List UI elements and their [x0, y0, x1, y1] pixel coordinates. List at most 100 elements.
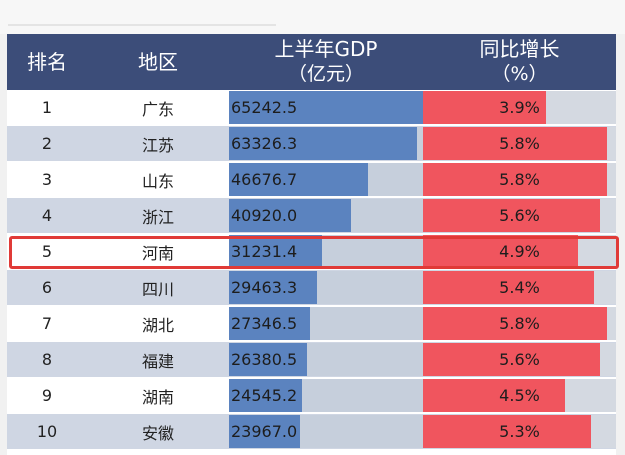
header-region: 地区: [87, 34, 229, 90]
gdp-bar: [229, 379, 302, 412]
gdp-bar-track: 29463.3: [229, 271, 423, 304]
region-cell: 广东: [141, 99, 174, 119]
growth-bar: [423, 307, 607, 340]
gdp-bar-track: 31231.4: [229, 235, 423, 268]
rank-cell: 3: [41, 170, 53, 189]
growth-bar: [423, 379, 566, 412]
gdp-bar-track: 27346.5: [229, 307, 423, 340]
growth-value-label: 4.5%: [499, 386, 540, 405]
growth-bar-track: 5.8%: [423, 163, 616, 196]
growth-bar-track: 4.5%: [423, 379, 616, 412]
growth-bar-track: 5.8%: [423, 307, 616, 340]
gdp-bar: [229, 415, 301, 448]
rank-cell: 9: [41, 386, 53, 405]
growth-bar-track: 4.9%: [423, 235, 616, 268]
region-cell: 浙江: [141, 207, 174, 227]
header-rank: 排名: [7, 34, 87, 90]
gdp-bar: [229, 127, 418, 160]
top-strip: [0, 0, 625, 34]
header-gdp-unit: （亿元）: [287, 63, 364, 85]
gdp-bar: [229, 271, 317, 304]
rank-cell: 1: [41, 98, 53, 117]
growth-bar: [423, 343, 601, 376]
gdp-bar: [229, 163, 368, 196]
growth-bar-track: 5.8%: [423, 127, 616, 160]
region-cell: 湖南: [141, 387, 174, 407]
region-cell: 湖北: [141, 315, 174, 335]
growth-value-label: 4.9%: [499, 242, 540, 261]
growth-value-label: 5.6%: [499, 350, 540, 369]
header-rank-label: 排名: [27, 49, 67, 74]
region-cell: 河南: [141, 243, 174, 263]
growth-value-label: 5.8%: [499, 134, 540, 153]
growth-bar: [423, 127, 607, 160]
gdp-bar-track: 46676.7: [229, 163, 423, 196]
header-gdp: 上半年GDP （亿元）: [229, 34, 423, 90]
growth-bar: [423, 271, 594, 304]
gdp-value-label: 31231.4: [231, 242, 298, 261]
gdp-bar: [229, 307, 311, 340]
table-row: 3 山东 46676.7 5.8%: [7, 162, 616, 197]
table-header: 排名 地区 上半年GDP （亿元） 同比增长 （%）: [7, 34, 616, 90]
growth-bar-track: 5.6%: [423, 199, 616, 232]
gdp-ranking-table: 排名 地区 上半年GDP （亿元） 同比增长 （%） 1 广东 65242.5 3.9…: [7, 34, 616, 455]
top-divider: [8, 24, 276, 26]
growth-bar-track: 5.3%: [423, 415, 616, 448]
growth-value-label: 5.8%: [499, 170, 540, 189]
growth-bar-track: 3.9%: [423, 91, 616, 124]
header-growth: 同比增长 （%）: [423, 34, 616, 90]
rank-cell: 8: [41, 350, 53, 369]
growth-value-label: 3.9%: [499, 98, 540, 117]
gdp-bar: [229, 91, 423, 124]
table-row: 9 湖南 24545.2 4.5%: [7, 378, 616, 413]
header-growth-unit: （%）: [491, 63, 548, 85]
gdp-bar: [229, 199, 351, 232]
table-row: 2 江苏 63326.3 5.8%: [7, 126, 616, 161]
region-cell: 江苏: [141, 135, 174, 155]
region-cell: 山东: [141, 171, 174, 191]
growth-bar: [423, 163, 607, 196]
region-cell: 福建: [141, 351, 174, 371]
growth-value-label: 5.6%: [499, 206, 540, 225]
gdp-bar-track: 26380.5: [229, 343, 423, 376]
growth-bar-track: 5.4%: [423, 271, 616, 304]
gdp-value-label: 46676.7: [231, 170, 298, 189]
region-cell: 四川: [141, 279, 174, 299]
growth-bar: [423, 199, 601, 232]
table-row: 10 安徽 23967.0 5.3%: [7, 414, 616, 449]
rank-cell: 7: [41, 314, 53, 333]
table-row: 1 广东 65242.5 3.9%: [7, 90, 616, 125]
gdp-bar-track: 24545.2: [229, 379, 423, 412]
rank-cell: 4: [41, 206, 53, 225]
table-row: 7 湖北 27346.5 5.8%: [7, 306, 616, 341]
gdp-value-label: 27346.5: [231, 314, 298, 333]
gdp-bar-track: 40920.0: [229, 199, 423, 232]
region-cell: 安徽: [141, 423, 174, 443]
gdp-value-label: 29463.3: [231, 278, 298, 297]
growth-bar: [423, 235, 579, 268]
gdp-value-label: 24545.2: [231, 386, 298, 405]
gdp-value-label: 23967.0: [231, 422, 298, 441]
growth-value-label: 5.8%: [499, 314, 540, 333]
growth-value-label: 5.3%: [499, 422, 540, 441]
gdp-bar-track: 23967.0: [229, 415, 423, 448]
gdp-bar-track: 63326.3: [229, 127, 423, 160]
table-row: 5 河南 31231.4 4.9%: [7, 234, 616, 269]
growth-bar-track: 5.6%: [423, 343, 616, 376]
header-region-label: 地区: [138, 49, 178, 74]
gdp-bar-track: 65242.5: [229, 91, 423, 124]
table-row: 6 四川 29463.3 5.4%: [7, 270, 616, 305]
gdp-value-label: 65242.5: [231, 98, 298, 117]
growth-bar: [423, 91, 547, 124]
gdp-value-label: 63326.3: [231, 134, 298, 153]
rank-cell: 6: [41, 278, 53, 297]
rank-cell: 2: [41, 134, 53, 153]
header-growth-label: 同比增长: [479, 37, 560, 61]
gdp-value-label: 26380.5: [231, 350, 298, 369]
gdp-bar: [229, 343, 308, 376]
gdp-value-label: 40920.0: [231, 206, 298, 225]
table-row: 4 浙江 40920.0 5.6%: [7, 198, 616, 233]
table-row: 8 福建 26380.5 5.6%: [7, 342, 616, 377]
growth-value-label: 5.4%: [499, 278, 540, 297]
rank-cell: 5: [41, 242, 53, 261]
